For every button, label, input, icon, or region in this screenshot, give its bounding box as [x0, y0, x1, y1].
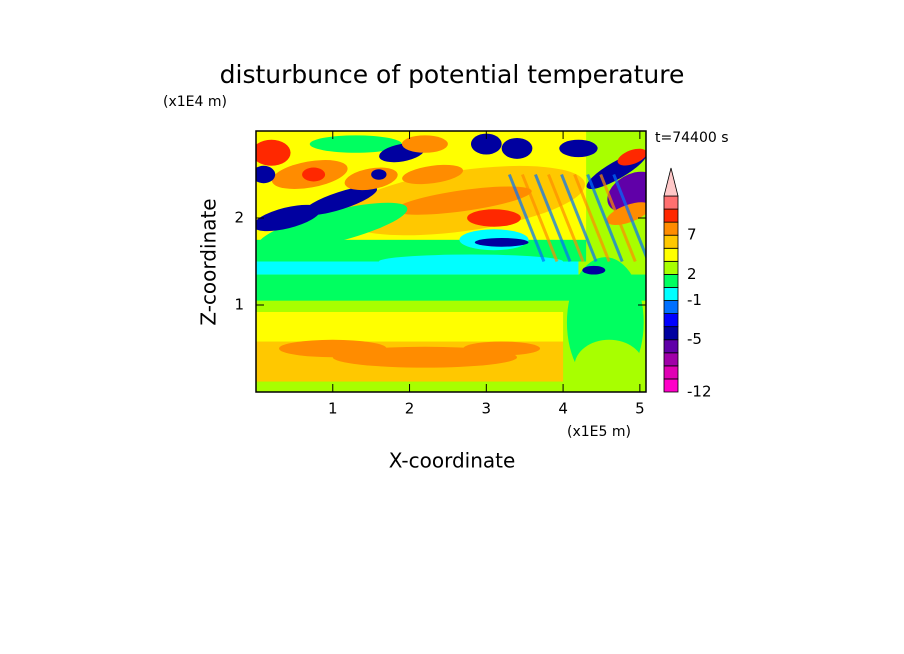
- colorbar-segment: [663, 365, 679, 380]
- y-tick-label: 1: [234, 296, 244, 314]
- contour-region: [559, 139, 598, 158]
- time-label: t=74400 s: [655, 130, 729, 146]
- colorbar-segment: [663, 247, 679, 262]
- colorbar-segment: [663, 260, 679, 275]
- colorbar-label: 2: [687, 265, 697, 283]
- contour-stripe: [534, 173, 572, 263]
- contour-region: [582, 265, 606, 275]
- x-tick-label: 1: [328, 400, 338, 418]
- contour-region: [394, 186, 532, 215]
- contour-stripe: [507, 173, 546, 263]
- axes: 1 2 3 4 512-12-5-127: [234, 130, 712, 418]
- x-unit: (x1E5 m): [567, 424, 631, 440]
- x-tick-label: 4: [558, 400, 568, 418]
- chart-title: disturbunce of potential temperature: [220, 60, 685, 89]
- contour-stripe: [560, 173, 598, 263]
- y-tick-label: 2: [234, 209, 244, 227]
- contour-region: [470, 133, 502, 155]
- contour-region: [279, 339, 387, 358]
- contour-region: [258, 202, 408, 251]
- contour-field: [256, 131, 646, 392]
- colorbar-segment: [663, 221, 679, 236]
- colorbar-segment: [663, 234, 679, 249]
- colorbar-extension: [663, 167, 679, 197]
- contour-region: [402, 164, 464, 185]
- colorbar-segment: [663, 208, 679, 223]
- contour-region: [256, 139, 291, 166]
- contour-stripe: [612, 173, 646, 260]
- x-tick-label: 3: [482, 400, 492, 418]
- contour-stripe: [521, 173, 559, 263]
- colorbar-segment: [663, 352, 679, 367]
- contour-region: [302, 167, 326, 182]
- colorbar-segment: [663, 339, 679, 354]
- contour-region: [378, 254, 564, 269]
- colorbar-label: -12: [687, 383, 712, 401]
- contour-region: [371, 169, 387, 180]
- contour-stripe: [586, 173, 624, 263]
- colorbar-segment: [663, 313, 679, 328]
- colorbar-label: -1: [687, 291, 702, 309]
- contour-region: [303, 186, 378, 216]
- colorbar-segment: [663, 195, 679, 210]
- contour-region: [474, 238, 529, 247]
- contour-region: [309, 135, 402, 153]
- contour-region: [617, 148, 646, 166]
- x-axis-title: X-coordinate: [389, 449, 516, 473]
- colorbar-label: 7: [687, 226, 697, 244]
- contour-stripe: [573, 173, 611, 263]
- colorbar-segment: [663, 300, 679, 314]
- contour-region: [501, 137, 533, 159]
- contour-stripe: [547, 173, 585, 263]
- colorbar-label: -5: [687, 330, 702, 348]
- contour-region: [256, 204, 321, 232]
- colorbar-segment: [663, 326, 679, 341]
- contour-region: [467, 209, 521, 227]
- x-tick-label: 2: [405, 400, 415, 418]
- contour-region: [256, 165, 276, 184]
- y-unit: (x1E4 m): [163, 94, 227, 110]
- y-axis-title: Z-coordinate: [197, 198, 221, 325]
- contour-region: [463, 341, 541, 356]
- contour-region: [607, 171, 646, 213]
- contour-band: [256, 311, 564, 342]
- x-tick-label: 5: [635, 400, 645, 418]
- colorbar-segment: [663, 287, 679, 301]
- plot-frame: [255, 130, 647, 393]
- contour-region: [401, 135, 448, 153]
- contour-stripe: [599, 173, 637, 263]
- contour-band: [256, 300, 571, 312]
- colorbar-segment: [663, 273, 679, 288]
- contour-region: [574, 339, 644, 392]
- colorbar-segment: [663, 378, 679, 393]
